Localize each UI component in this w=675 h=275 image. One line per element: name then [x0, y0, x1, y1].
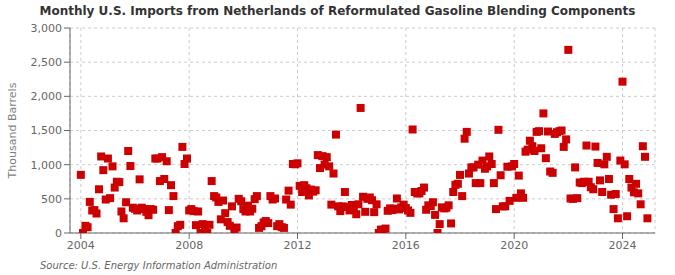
svg-text:2004: 2004 [67, 239, 95, 252]
svg-text:1,000: 1,000 [31, 159, 63, 172]
html-text:Monthly U.S. Imports from Neth: Monthly U.S. Imports from Netherlands of… [39, 4, 636, 18]
svg-text:2,000: 2,000 [31, 90, 63, 103]
svg-text:2024: 2024 [609, 239, 637, 252]
svg-text:0: 0 [55, 227, 62, 240]
svg-text:2008: 2008 [175, 239, 203, 252]
svg-text:2,500: 2,500 [31, 56, 63, 69]
svg-text:2020: 2020 [500, 239, 528, 252]
svg-text:3,000: 3,000 [31, 22, 63, 35]
html-text:Source: U.S. Energy Informatio: Source: U.S. Energy Information Administ… [40, 260, 278, 271]
svg-text:1,500: 1,500 [31, 124, 63, 137]
svg-text:500: 500 [41, 193, 62, 206]
svg-text:2012: 2012 [284, 239, 312, 252]
svg-text:2016: 2016 [392, 239, 420, 252]
svg-text:Thousand Barrels: Thousand Barrels [8, 82, 19, 179]
